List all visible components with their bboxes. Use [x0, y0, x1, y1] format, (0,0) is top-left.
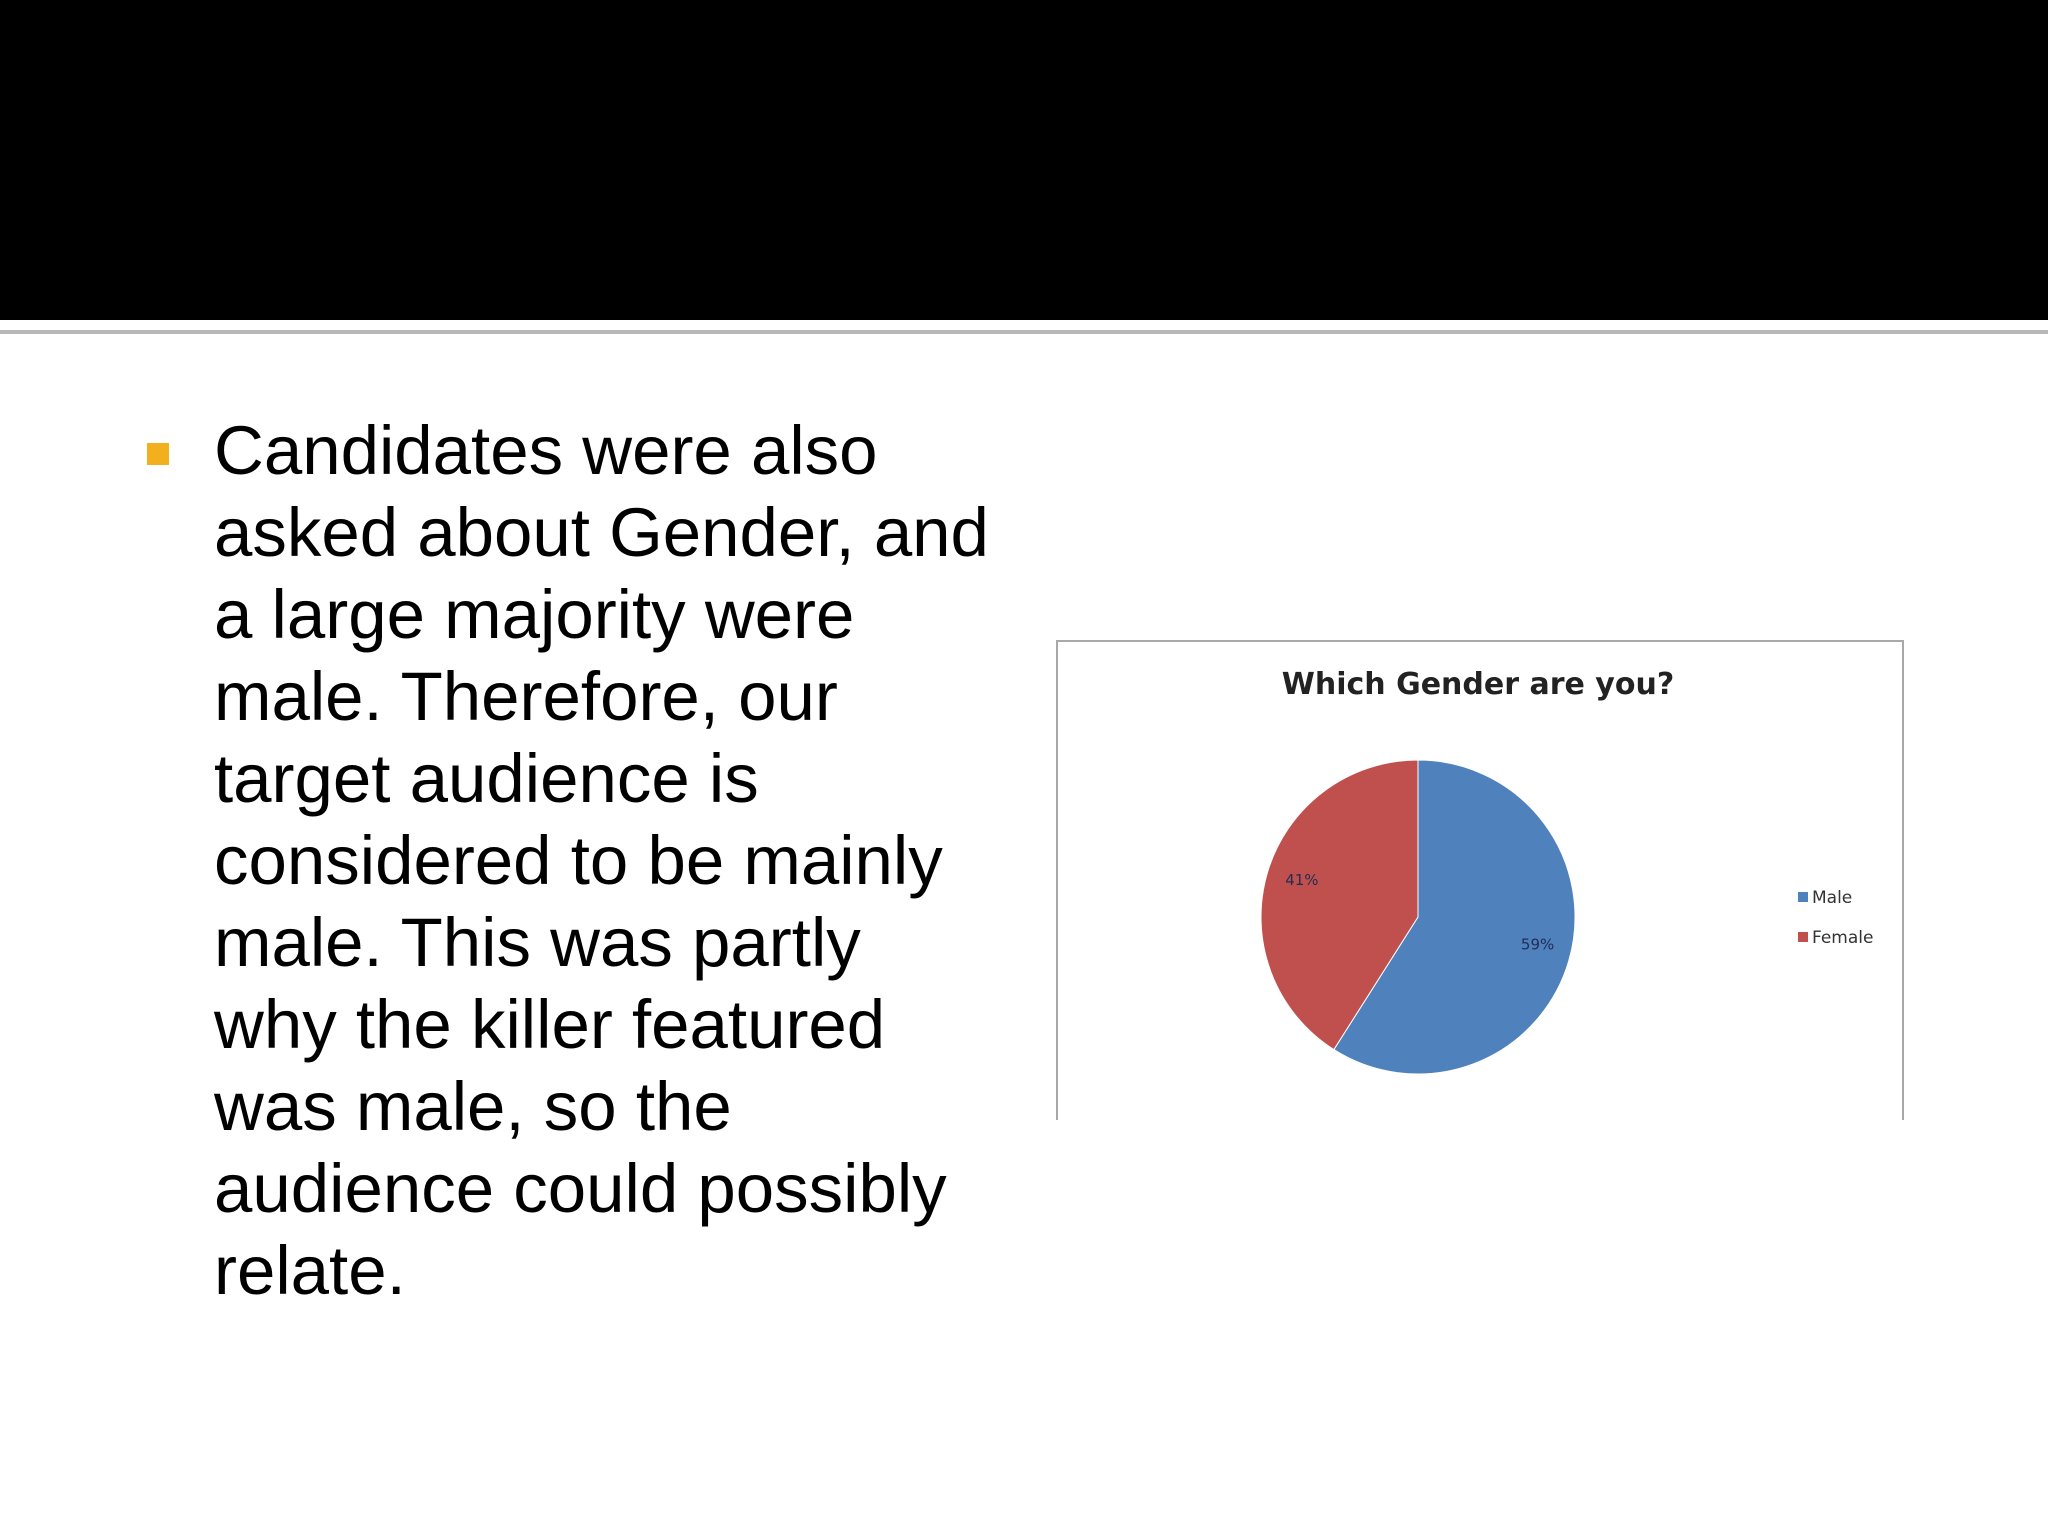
- chart-title: Which Gender are you?: [1282, 667, 1674, 702]
- bullet-marker: [147, 443, 169, 465]
- title-divider: [0, 330, 2048, 334]
- legend-swatch-female: [1798, 932, 1808, 942]
- legend-swatch-male: [1798, 892, 1808, 902]
- legend-label-female: Female: [1812, 928, 1873, 948]
- bullet-text: Candidates were also asked about Gender,…: [214, 412, 989, 1309]
- data-label-male: 59%: [1521, 935, 1554, 953]
- pie-chart: Which Gender are you? 59% 41% Male Femal…: [1056, 640, 1904, 1120]
- data-label-female: 41%: [1285, 871, 1318, 889]
- title-band: [0, 0, 2048, 320]
- legend-label-male: Male: [1812, 888, 1852, 908]
- pie-slice-female: [1260, 759, 1419, 1051]
- pie-slice-male: [1333, 759, 1576, 1075]
- pie-chart-svg: Which Gender are you? 59% 41% Male Femal…: [1260, 667, 1873, 1075]
